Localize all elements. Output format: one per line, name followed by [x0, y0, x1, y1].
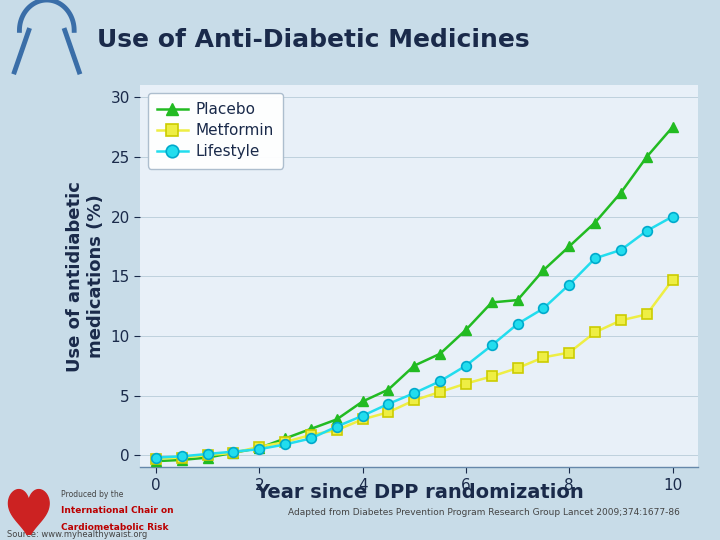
Text: Adapted from Diabetes Prevention Program Research Group Lancet 2009;374:1677-86: Adapted from Diabetes Prevention Program… [288, 508, 680, 517]
Legend: Placebo, Metformin, Lifestyle: Placebo, Metformin, Lifestyle [148, 93, 283, 168]
Text: International Chair on: International Chair on [61, 506, 174, 515]
Polygon shape [9, 490, 49, 540]
Text: Year since DPP randomization: Year since DPP randomization [255, 483, 584, 502]
Text: Source: www.myhealthywaist.org: Source: www.myhealthywaist.org [7, 530, 148, 539]
Text: Produced by the: Produced by the [61, 490, 124, 500]
Text: Cardiometabolic Risk: Cardiometabolic Risk [61, 523, 168, 531]
Y-axis label: Use of antidiabetic
medications (%): Use of antidiabetic medications (%) [66, 181, 105, 372]
Text: Use of Anti-Diabetic Medicines: Use of Anti-Diabetic Medicines [97, 28, 530, 52]
